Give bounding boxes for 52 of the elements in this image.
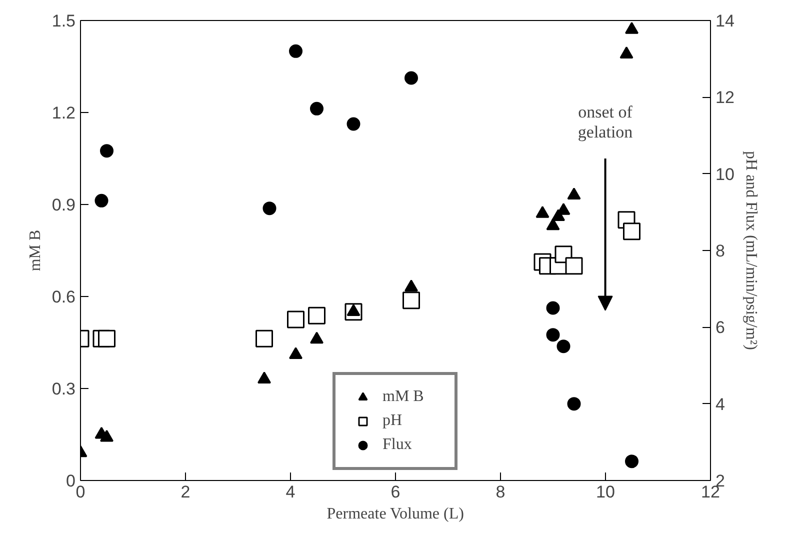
legend-label: pH <box>382 412 404 430</box>
point <box>402 292 420 310</box>
y2-axis-title: pH and Flux (mL/min/psig/m²) <box>742 150 760 350</box>
point <box>565 257 583 275</box>
x-tick-label: 4 <box>286 482 296 502</box>
point <box>310 102 324 116</box>
point <box>620 46 634 58</box>
point <box>623 222 640 240</box>
point <box>98 330 116 348</box>
x-axis-title: Permeate Volume (L) <box>326 506 464 522</box>
y2-tick-label: 12 <box>716 88 734 108</box>
point <box>536 206 550 218</box>
point <box>546 218 560 230</box>
x-tick-label: 6 <box>390 482 400 502</box>
y-tick-label: 1.5 <box>52 12 76 30</box>
y-axis-title: mM B <box>26 230 44 272</box>
point <box>94 194 108 208</box>
point <box>556 340 570 354</box>
y2-tick-label: 10 <box>716 164 734 184</box>
point <box>100 144 114 158</box>
point <box>546 328 560 342</box>
point <box>625 22 638 34</box>
point <box>262 202 276 216</box>
point <box>289 347 302 359</box>
point <box>625 454 638 468</box>
y-tick-label: 1.2 <box>52 104 76 122</box>
annotation: onset of gelation <box>578 102 634 142</box>
y-tick-label: 0.9 <box>52 196 76 214</box>
point <box>308 306 326 324</box>
point <box>258 372 271 384</box>
x-tick-label: 2 <box>180 482 190 502</box>
y2-tick-label: 4 <box>716 394 725 414</box>
x-tick-label: 8 <box>496 482 506 502</box>
point <box>404 71 418 85</box>
point <box>287 310 304 328</box>
y2-tick-label: 6 <box>716 318 725 338</box>
y2-tick-label: 8 <box>716 242 725 260</box>
y-tick-label: 0.3 <box>52 380 76 398</box>
y2-tick-label: 14 <box>716 12 734 30</box>
point <box>567 188 581 200</box>
point <box>546 301 560 315</box>
point <box>567 397 581 411</box>
point <box>404 280 418 292</box>
legend-label: Flux <box>382 436 413 454</box>
y-tick-label: 0.6 <box>52 288 76 306</box>
point <box>256 330 273 348</box>
point <box>289 44 302 58</box>
point <box>346 117 360 131</box>
point <box>100 430 114 442</box>
point <box>310 332 324 344</box>
x-tick-label: 10 <box>596 482 615 502</box>
legend-label: mM B <box>382 388 425 406</box>
